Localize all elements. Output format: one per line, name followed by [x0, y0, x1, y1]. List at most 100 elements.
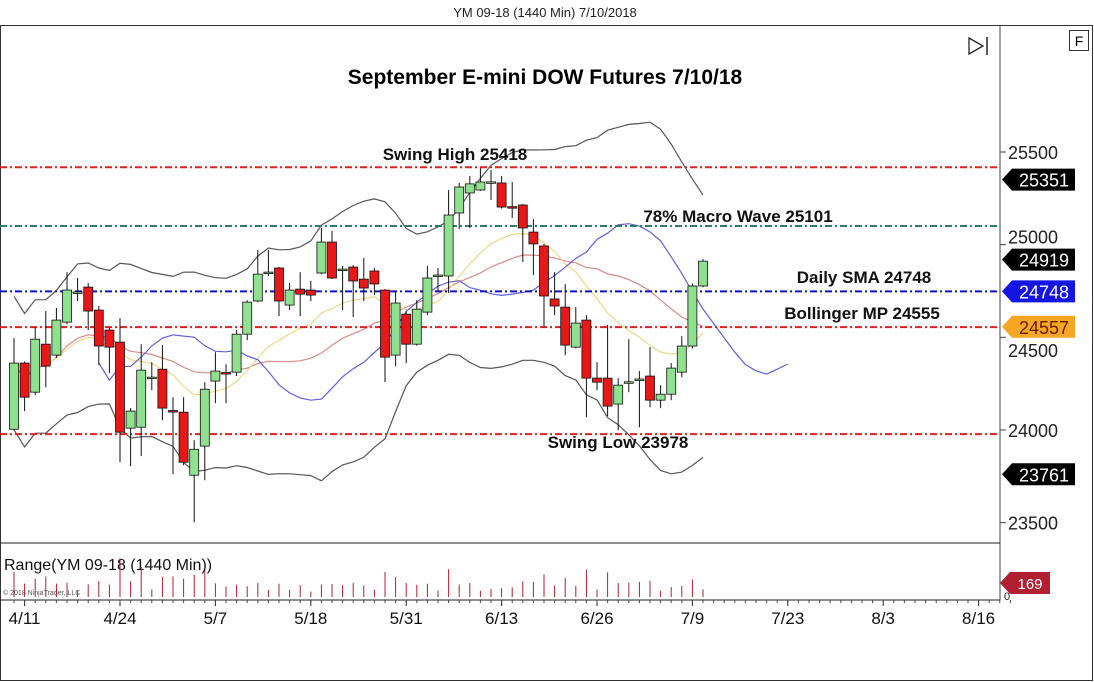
candle-body	[401, 313, 412, 345]
candle-body	[475, 181, 486, 191]
candles	[9, 167, 708, 523]
candle-body	[549, 298, 560, 307]
level-label: 78% Macro Wave 25101	[643, 207, 832, 226]
level-label: Daily SMA 24748	[797, 268, 932, 287]
indicator-lines	[13, 121, 789, 482]
candle-body	[348, 266, 359, 282]
candle-body	[178, 411, 189, 463]
candle-body	[486, 181, 496, 184]
candle-body	[380, 289, 390, 358]
candle-body	[358, 278, 369, 289]
svg-text:F: F	[1075, 33, 1084, 49]
candle-body	[221, 372, 231, 375]
level-label: Swing Low 23978	[548, 433, 689, 452]
candle-body	[40, 343, 51, 367]
scroll-to-end-icon[interactable]	[968, 36, 988, 56]
candle-body	[645, 375, 655, 401]
window-title: YM 09-18 (1440 Min) 7/10/2018	[453, 5, 637, 20]
indicator-label: Range(YM 09-18 (1440 Min))	[4, 557, 212, 574]
candle-body	[676, 345, 687, 373]
displaced-ma-line	[98, 223, 789, 401]
candle-body	[666, 367, 677, 395]
candle-body	[305, 289, 316, 296]
price-marker-tag	[1002, 168, 1075, 191]
candle-body	[316, 241, 327, 274]
candle-body	[189, 448, 200, 476]
candle-body	[9, 362, 19, 430]
candle-body	[327, 241, 337, 279]
range-zero-label: 0	[1004, 591, 1010, 603]
candle-body	[337, 268, 348, 272]
x-tick-label: 8/16	[962, 609, 995, 628]
candle-body	[390, 302, 401, 356]
candle-body	[517, 204, 528, 229]
candle-body	[528, 231, 539, 245]
range-value-marker: 169	[1000, 572, 1050, 594]
price-marker-label: 24557	[1019, 318, 1069, 338]
bollinger-upper-line	[13, 121, 704, 315]
y-tick-label: 24500	[1008, 341, 1058, 361]
x-tick-label: 5/18	[294, 609, 327, 628]
candle-body	[72, 291, 83, 294]
candle-body	[592, 377, 602, 383]
level-label: Swing High 25418	[383, 145, 528, 164]
y-tick-label: 25500	[1008, 143, 1058, 163]
f-button[interactable]: F	[1069, 30, 1089, 51]
candle-body	[231, 333, 242, 373]
candle-body	[274, 267, 284, 302]
price-marker-label: 23761	[1019, 465, 1069, 485]
candle-body	[602, 377, 613, 407]
price-marker-label: 24919	[1019, 251, 1069, 271]
price-marker-label: 25351	[1019, 171, 1069, 191]
candle-body	[560, 306, 571, 346]
candle-body	[443, 214, 454, 277]
candle-body	[199, 388, 210, 447]
candle-body	[422, 277, 433, 313]
candle-body	[634, 378, 645, 381]
candle-body	[136, 369, 147, 428]
level-label: Bollinger MP 24555	[784, 304, 940, 323]
candle-body	[104, 329, 115, 348]
x-tick-label: 4/24	[103, 609, 136, 628]
candle-body	[125, 410, 136, 429]
candle-body	[507, 206, 518, 209]
candle-body	[433, 274, 443, 277]
candle-body	[252, 273, 263, 302]
price-marker-tag	[1002, 248, 1075, 271]
x-tick-label: 4/11	[9, 609, 41, 628]
price-marker-tag	[1002, 463, 1075, 486]
x-tick-label: 8/3	[871, 609, 895, 628]
candle-body	[30, 338, 41, 393]
bollinger-lower-line	[13, 353, 704, 482]
x-tick-label: 5/7	[204, 609, 228, 628]
chart-frame	[0, 25, 1093, 681]
candle-body	[496, 182, 507, 208]
candle-body	[570, 322, 581, 348]
time-axis: 4/11 4/24 5/7 5/18 5/31 6/13 6/26 7/9 7/23 8/3 8/1…	[9, 600, 1011, 628]
x-tick-label: 6/13	[485, 609, 518, 628]
candle-body	[263, 271, 274, 274]
candle-body	[146, 376, 157, 380]
candle-body	[284, 289, 295, 306]
candle-body	[411, 308, 422, 345]
candle-body	[539, 245, 549, 297]
y-tick-label: 25000	[1008, 228, 1058, 248]
candle-body	[454, 186, 465, 214]
candle-body	[581, 319, 592, 379]
candle-body	[687, 285, 698, 347]
copyright: © 2018 NinjaTrader, LLC	[3, 589, 80, 597]
price-marker-tag	[1002, 315, 1075, 338]
range-indicator	[13, 558, 704, 597]
y-tick-label: 23500	[1008, 514, 1058, 534]
price-markers: 25351 24919 24748 24557 23761	[1002, 168, 1075, 486]
x-tick-label: 7/23	[771, 609, 804, 628]
candle-body	[83, 286, 94, 312]
candle-body	[93, 309, 104, 347]
x-tick-label: 6/26	[580, 609, 613, 628]
x-tick-label: 5/31	[390, 609, 423, 628]
candle-body	[242, 301, 253, 335]
candle-body	[655, 393, 666, 401]
bollinger-mid-line	[13, 254, 704, 382]
